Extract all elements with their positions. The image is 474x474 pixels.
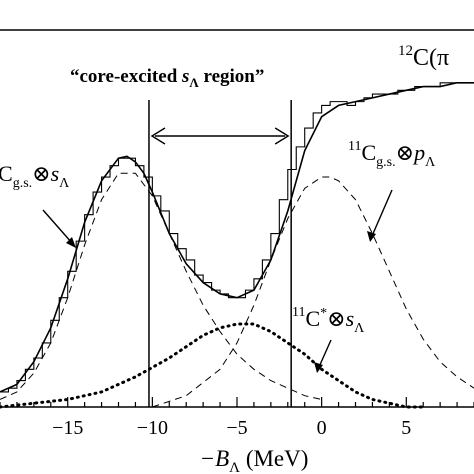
annotation-gs-s-lambda: Cg.s.⊗sΛ bbox=[0, 161, 70, 191]
series-dotted-4 bbox=[0, 322, 425, 409]
x-tick-label: −10 bbox=[137, 417, 168, 439]
x-axis-label: −BΛ (MeV) bbox=[200, 446, 309, 474]
plot-area: −15 −10 −5 0 5 bbox=[0, 29, 474, 439]
header-label: 12C(π bbox=[398, 43, 449, 71]
series-dashed-3 bbox=[152, 176, 474, 408]
region-label: “core-excited sΛ region” bbox=[70, 66, 264, 90]
series-solid-1 bbox=[0, 81, 474, 393]
arrowhead-gs-p-lambda bbox=[367, 231, 376, 242]
region-arrowhead-left bbox=[150, 127, 166, 145]
arrowhead-excited-s-lambda bbox=[314, 362, 323, 373]
x-ticks: −15 −10 −5 0 5 bbox=[0, 397, 474, 439]
x-tick-label: −15 bbox=[52, 417, 83, 439]
arrow-excited-s-lambda bbox=[318, 339, 332, 368]
x-tick-label: −5 bbox=[226, 417, 247, 439]
arrowhead-gs-s-lambda bbox=[66, 237, 76, 248]
series-histogram-0 bbox=[0, 82, 474, 393]
region-layer bbox=[148, 100, 292, 407]
x-tick-label: 0 bbox=[317, 417, 327, 439]
arrow-gs-p-lambda bbox=[371, 189, 393, 237]
series-layer bbox=[0, 81, 474, 409]
region-arrowhead-right bbox=[274, 127, 290, 145]
series-dashed-2 bbox=[0, 172, 322, 400]
arrow-gs-s-lambda bbox=[42, 209, 73, 244]
annotation-arrows bbox=[42, 189, 393, 373]
annotation-gs-p-lambda: 11Cg.s.⊗pΛ bbox=[348, 139, 436, 170]
x-tick-label: 5 bbox=[401, 417, 411, 439]
annotation-excited-s-lambda: 11C*⊗sΛ bbox=[292, 305, 365, 336]
